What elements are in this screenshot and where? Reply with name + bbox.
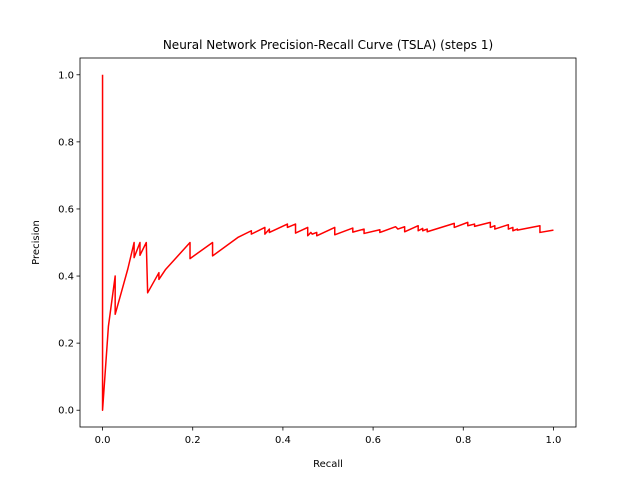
y-tick-label: 0.4 xyxy=(58,272,74,283)
x-tick-label: 0.0 xyxy=(95,435,111,446)
plot-frame xyxy=(79,57,577,428)
y-tick-label: 0.6 xyxy=(58,204,74,215)
y-axis-ticks: 0.0 0.2 0.4 0.6 0.8 1.0 xyxy=(58,70,80,417)
x-tick-label: 1.0 xyxy=(546,435,562,446)
x-tick-label: 0.2 xyxy=(185,435,201,446)
x-axis-ticks: 0.0 0.2 0.4 0.6 0.8 1.0 xyxy=(95,427,562,446)
y-axis-label: Precision xyxy=(31,220,42,265)
x-axis-label: Recall xyxy=(313,459,343,470)
plot-area xyxy=(80,58,576,427)
y-tick-label: 1.0 xyxy=(58,70,74,81)
x-tick-label: 0.4 xyxy=(275,435,291,446)
chart-title: Neural Network Precision-Recall Curve (T… xyxy=(163,38,493,52)
y-tick-label: 0.2 xyxy=(58,339,74,350)
x-tick-label: 0.6 xyxy=(365,435,381,446)
precision-recall-line xyxy=(101,74,554,411)
x-tick-label: 0.8 xyxy=(455,435,471,446)
y-tick-label: 0.0 xyxy=(58,406,74,417)
y-tick-label: 0.8 xyxy=(58,137,74,148)
